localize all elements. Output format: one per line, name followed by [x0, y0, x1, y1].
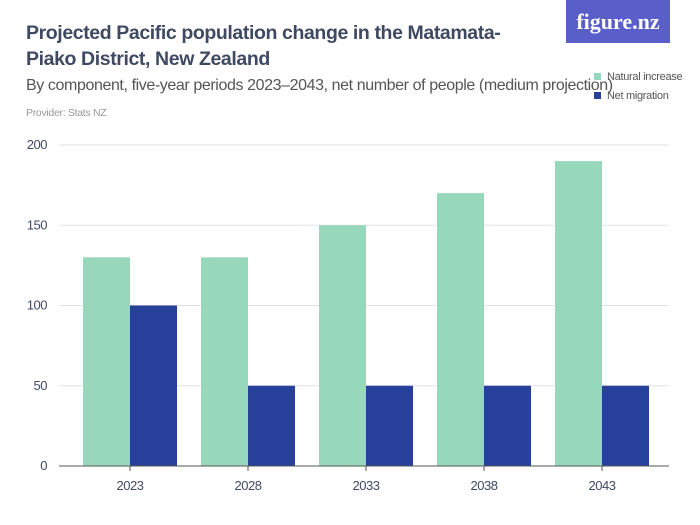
x-tick-label: 2043	[589, 478, 616, 493]
x-tick-label: 2038	[471, 478, 498, 493]
bar-net-migration	[484, 385, 531, 466]
y-tick-label: 0	[40, 458, 47, 473]
legend: Natural increase Net migration	[594, 67, 683, 105]
bar-natural-increase	[83, 257, 130, 466]
bar-net-migration	[130, 305, 177, 466]
legend-label: Net migration	[607, 89, 669, 102]
provider-label: Provider: Stats NZ	[26, 107, 107, 119]
y-tick-label: 150	[27, 217, 47, 232]
chart-title: Projected Pacific population change in t…	[26, 22, 501, 70]
legend-item-natural-increase: Natural increase	[594, 67, 683, 86]
logo-text: figure.nz	[576, 8, 660, 34]
x-tick-label: 2028	[235, 478, 262, 493]
y-tick-label: 50	[34, 378, 48, 393]
bar-net-migration	[248, 385, 295, 466]
bar-natural-increase	[319, 225, 366, 466]
chart-subtitle: By component, five-year periods 2023–204…	[26, 77, 613, 94]
bar-net-migration	[366, 385, 413, 466]
legend-label: Natural increase	[607, 70, 683, 83]
bar-natural-increase	[201, 257, 248, 466]
legend-swatch	[594, 73, 601, 80]
bar-natural-increase	[555, 161, 602, 467]
figure-nz-logo[interactable]: figure.nz	[566, 0, 670, 43]
legend-item-net-migration: Net migration	[594, 86, 682, 105]
y-tick-label: 200	[27, 137, 47, 152]
bar-natural-increase	[437, 193, 484, 466]
y-tick-label: 100	[27, 298, 47, 313]
x-tick-label: 2023	[117, 478, 144, 493]
bar-net-migration	[602, 385, 649, 466]
x-tick-label: 2033	[353, 478, 380, 493]
legend-swatch	[594, 92, 601, 99]
